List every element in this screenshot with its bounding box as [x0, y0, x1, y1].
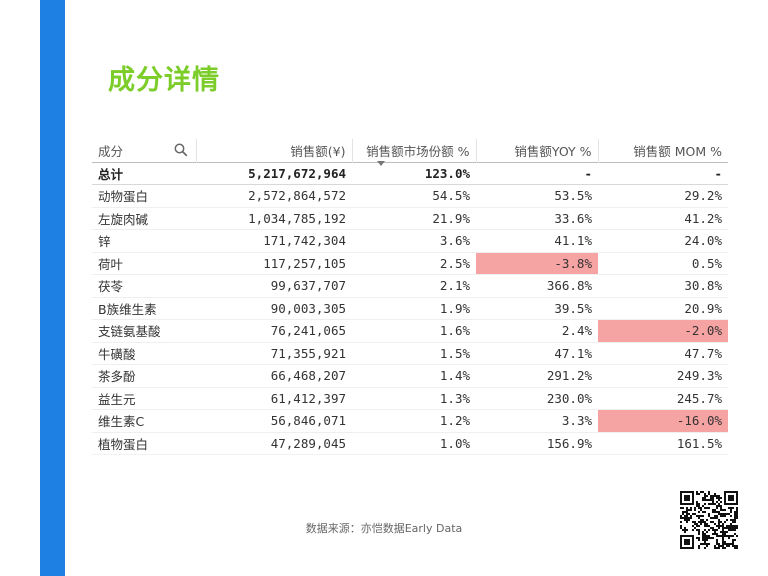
ingredient-name: 维生素C — [92, 409, 196, 433]
sales-value: 66,468,207 — [196, 364, 352, 388]
yoy-value: 291.2% — [476, 364, 598, 388]
header-share[interactable]: 销售额市场份额 % — [352, 139, 477, 162]
total-label: 总计 — [92, 162, 196, 185]
ingredient-name: 植物蛋白 — [92, 432, 196, 455]
share-value: 1.3% — [352, 387, 476, 410]
ingredient-name: 茯苓 — [92, 274, 196, 298]
yoy-value: 156.9% — [476, 432, 598, 455]
ingredient-name: 牛磺酸 — [92, 342, 196, 365]
yoy-value: 33.6% — [476, 207, 598, 230]
header-mom[interactable]: 销售额 MOM % — [633, 143, 722, 159]
mom-value: 24.0% — [598, 229, 728, 253]
table-scroll-fade — [92, 452, 732, 468]
left-accent-bar — [40, 0, 65, 576]
yoy-value: 230.0% — [476, 387, 598, 410]
share-value: 1.2% — [352, 409, 476, 433]
sales-value: 2,572,864,572 — [196, 184, 352, 208]
share-value: 2.1% — [352, 274, 476, 298]
share-value: 1.6% — [352, 319, 476, 343]
sales-value: 56,846,071 — [196, 409, 352, 433]
table-row[interactable]: 植物蛋白 47,289,045 1.0% 156.9% 161.5% — [92, 432, 728, 455]
share-value: 21.9% — [352, 207, 476, 230]
sales-value: 171,742,304 — [196, 229, 352, 253]
ingredient-name: 荷叶 — [92, 252, 196, 275]
yoy-value: 2.4% — [476, 319, 598, 343]
header-sales[interactable]: 销售额(¥) — [196, 139, 385, 166]
share-value: 54.5% — [352, 184, 476, 208]
table-row[interactable]: 益生元 61,412,397 1.3% 230.0% 245.7% — [92, 387, 728, 410]
share-value: 3.6% — [352, 229, 476, 253]
mom-value: -2.0% — [598, 319, 728, 343]
sales-value: 90,003,305 — [196, 297, 352, 320]
search-icon[interactable] — [174, 143, 188, 157]
ingredient-name: 动物蛋白 — [92, 184, 196, 208]
mom-value: 29.2% — [598, 184, 728, 208]
table-row[interactable]: 茯苓 99,637,707 2.1% 366.8% 30.8% — [92, 274, 728, 298]
ingredient-name: 锌 — [92, 229, 196, 253]
mom-value: -16.0% — [598, 409, 728, 433]
ingredient-name: B族维生素 — [92, 297, 196, 320]
yoy-value: 41.1% — [476, 229, 598, 253]
ingredient-name: 茶多酚 — [92, 364, 196, 388]
sales-value: 76,241,065 — [196, 319, 352, 343]
table-row[interactable]: B族维生素 90,003,305 1.9% 39.5% 20.9% — [92, 297, 728, 320]
total-yoy: - — [476, 162, 598, 185]
header-ingredient[interactable]: 成分 — [92, 139, 197, 162]
sales-value: 117,257,105 — [196, 252, 352, 275]
page-title: 成分详情 — [108, 65, 220, 96]
data-source-note: 数据来源：亦恺数据Early Data — [305, 522, 463, 535]
table-row[interactable]: 左旋肉碱 1,034,785,192 21.9% 33.6% 41.2% — [92, 207, 728, 230]
qr-code-icon — [680, 491, 738, 549]
share-value: 1.5% — [352, 342, 476, 365]
table-row[interactable]: 牛磺酸 71,355,921 1.5% 47.1% 47.7% — [92, 342, 728, 365]
ingredient-name: 支链氨基酸 — [92, 319, 196, 343]
mom-value: 0.5% — [598, 252, 728, 275]
ingredient-table: 成分 销售额(¥) 销售额市场份额 % 销售额YOY % 销售额 MOM % 总… — [92, 139, 732, 467]
total-mom: - — [598, 162, 728, 185]
sales-value: 99,637,707 — [196, 274, 352, 298]
yoy-value: 366.8% — [476, 274, 598, 298]
mom-value: 245.7% — [598, 387, 728, 410]
share-value: 1.9% — [352, 297, 476, 320]
total-row: 总计 5,217,672,964 123.0% - - — [92, 162, 728, 185]
sort-indicator-icon[interactable] — [376, 161, 385, 166]
yoy-value: 47.1% — [476, 342, 598, 365]
table-row[interactable]: 维生素C 56,846,071 1.2% 3.3% -16.0% — [92, 409, 728, 433]
sales-value: 1,034,785,192 — [196, 207, 352, 230]
mom-value: 41.2% — [598, 207, 728, 230]
yoy-value: 39.5% — [476, 297, 598, 320]
mom-value: 47.7% — [598, 342, 728, 365]
ingredient-name: 益生元 — [92, 387, 196, 410]
mom-value: 20.9% — [598, 297, 728, 320]
yoy-value: -3.8% — [476, 252, 598, 275]
table-row[interactable]: 支链氨基酸 76,241,065 1.6% 2.4% -2.0% — [92, 319, 728, 343]
header-yoy[interactable]: 销售额YOY % — [476, 139, 599, 162]
table-row[interactable]: 茶多酚 66,468,207 1.4% 291.2% 249.3% — [92, 364, 728, 388]
ingredient-name: 左旋肉碱 — [92, 207, 196, 230]
mom-value: 249.3% — [598, 364, 728, 388]
total-sales: 5,217,672,964 — [196, 162, 352, 185]
share-value: 2.5% — [352, 252, 476, 275]
share-value: 1.4% — [352, 364, 476, 388]
sales-value: 71,355,921 — [196, 342, 352, 365]
sales-value: 61,412,397 — [196, 387, 352, 410]
table-row[interactable]: 锌 171,742,304 3.6% 41.1% 24.0% — [92, 229, 728, 253]
table-row[interactable]: 荷叶 117,257,105 2.5% -3.8% 0.5% — [92, 252, 728, 275]
yoy-value: 53.5% — [476, 184, 598, 208]
yoy-value: 3.3% — [476, 409, 598, 433]
table-row[interactable]: 动物蛋白 2,572,864,572 54.5% 53.5% 29.2% — [92, 184, 728, 208]
mom-value: 30.8% — [598, 274, 728, 298]
total-share: 123.0% — [352, 162, 476, 185]
